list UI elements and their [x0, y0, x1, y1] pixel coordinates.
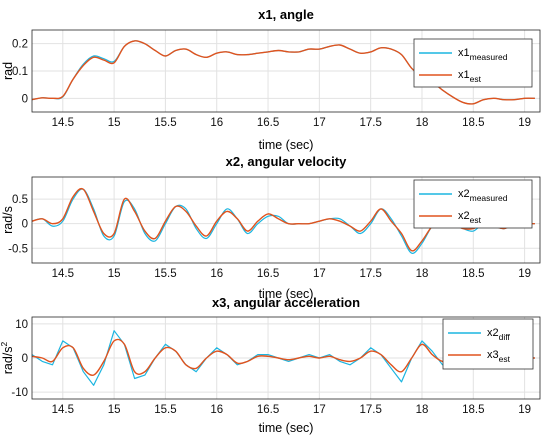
angle-series-x1-est-line: [31, 40, 535, 105]
angular-velocity-ytick-label: 0: [22, 219, 28, 231]
angle-xtick-label: 16.5: [257, 117, 279, 129]
angular-acceleration-xtick-label: 18.5: [462, 404, 484, 416]
angular-acceleration-xtick-label: 17: [313, 404, 326, 416]
angular-velocity-xtick-label: 14.5: [52, 268, 74, 280]
angular-acceleration-axes-frame: [31, 316, 541, 400]
angular-acceleration-legend-entry-est: x3est: [487, 349, 511, 364]
angular-velocity-xtick-label: 16.5: [257, 268, 279, 280]
angular-velocity-legend-entry-measured: x2measured: [458, 188, 508, 203]
angular-velocity-xtick-label: 17: [313, 268, 326, 280]
angular-velocity-xtick-label: 18: [416, 268, 429, 280]
angular-velocity-xtick-label: 17.5: [359, 268, 381, 280]
angular-velocity-ytick-label: -0.5: [8, 243, 28, 255]
angular-acceleration-xtick-label: 14.5: [52, 404, 74, 416]
angular-velocity-legend-box: [413, 179, 533, 229]
angular-acceleration-panel-ylabel: rad/s2: [0, 341, 15, 374]
angle-xtick-label: 14.5: [52, 117, 74, 129]
angle-legend-box: [413, 38, 533, 88]
angular-acceleration-ytick-label: -10: [11, 387, 28, 399]
angular-acceleration-panel-xlabel: time (sec): [259, 421, 314, 435]
angular-velocity-xtick-label: 19: [518, 268, 531, 280]
angular-acceleration-legend-box: [442, 318, 534, 370]
angular-velocity-ytick-label: 0.5: [12, 194, 28, 206]
angle-ytick-label: 0.1: [12, 66, 28, 78]
angle-xtick-label: 17: [313, 117, 326, 129]
angular-velocity-panel-title: x2, angular velocity: [226, 154, 347, 169]
angular-acceleration-legend: x2diff x3est: [442, 318, 534, 370]
angular-velocity-panel: x2, angular velocity time (sec) rad/s 14…: [1, 154, 541, 301]
angular-acceleration-xtick-label: 17.5: [359, 404, 381, 416]
angle-panel: x1, angle time (sec) rad 14.5 15 15.5 16 16.…: [1, 7, 541, 152]
angle-axes-frame: [31, 29, 541, 113]
angular-velocity-xtick-label: 15.5: [154, 268, 176, 280]
angular-velocity-panel-ylabel: rad/s: [1, 206, 15, 234]
angular-acceleration-xtick-label: 16: [210, 404, 223, 416]
angle-legend-entry-measured: x1measured: [458, 47, 508, 62]
angular-acceleration-ytick-label: 10: [15, 319, 28, 331]
angle-legend-entry-est: x1est: [458, 69, 482, 84]
angular-acceleration-xtick-label: 15: [108, 404, 121, 416]
angle-panel-xlabel: time (sec): [259, 138, 314, 152]
angular-acceleration-panel: x3, angular acceleration time (sec) rad/…: [0, 295, 541, 435]
angle-ytick-label: 0.2: [12, 39, 28, 51]
angle-ytick-label: 0: [22, 93, 28, 105]
angular-velocity-axes-frame: [31, 176, 541, 264]
angle-xtick-label: 18.5: [462, 117, 484, 129]
angular-velocity-xtick-label: 15: [108, 268, 121, 280]
angular-velocity-xtick-label: 16: [210, 268, 223, 280]
angular-acceleration-xtick-label: 18: [416, 404, 429, 416]
angular-velocity-panel-xlabel: time (sec): [259, 287, 314, 301]
angle-xtick-label: 17.5: [359, 117, 381, 129]
angular-acceleration-xtick-label: 15.5: [154, 404, 176, 416]
angle-xtick-label: 16: [210, 117, 223, 129]
angle-xtick-label: 15: [108, 117, 121, 129]
angle-panel-ylabel: rad: [1, 62, 15, 80]
angular-acceleration-xtick-label: 16.5: [257, 404, 279, 416]
angular-acceleration-xtick-label: 19: [518, 404, 531, 416]
angular-acceleration-legend-entry-diff: x2diff: [487, 327, 510, 342]
angular-acceleration-ytick-label: 0: [22, 353, 28, 365]
angle-xtick-label: 19: [518, 117, 531, 129]
angular-velocity-xtick-label: 18.5: [462, 268, 484, 280]
angular-acceleration-panel-title: x3, angular acceleration: [212, 295, 360, 310]
angular-velocity-legend: x2measured x2est: [413, 179, 533, 229]
angle-xtick-label: 18: [416, 117, 429, 129]
angular-velocity-legend-entry-est: x2est: [458, 210, 482, 225]
angle-xtick-label: 15.5: [154, 117, 176, 129]
angle-panel-title: x1, angle: [258, 7, 314, 22]
angle-legend: x1measured x1est: [413, 38, 533, 88]
